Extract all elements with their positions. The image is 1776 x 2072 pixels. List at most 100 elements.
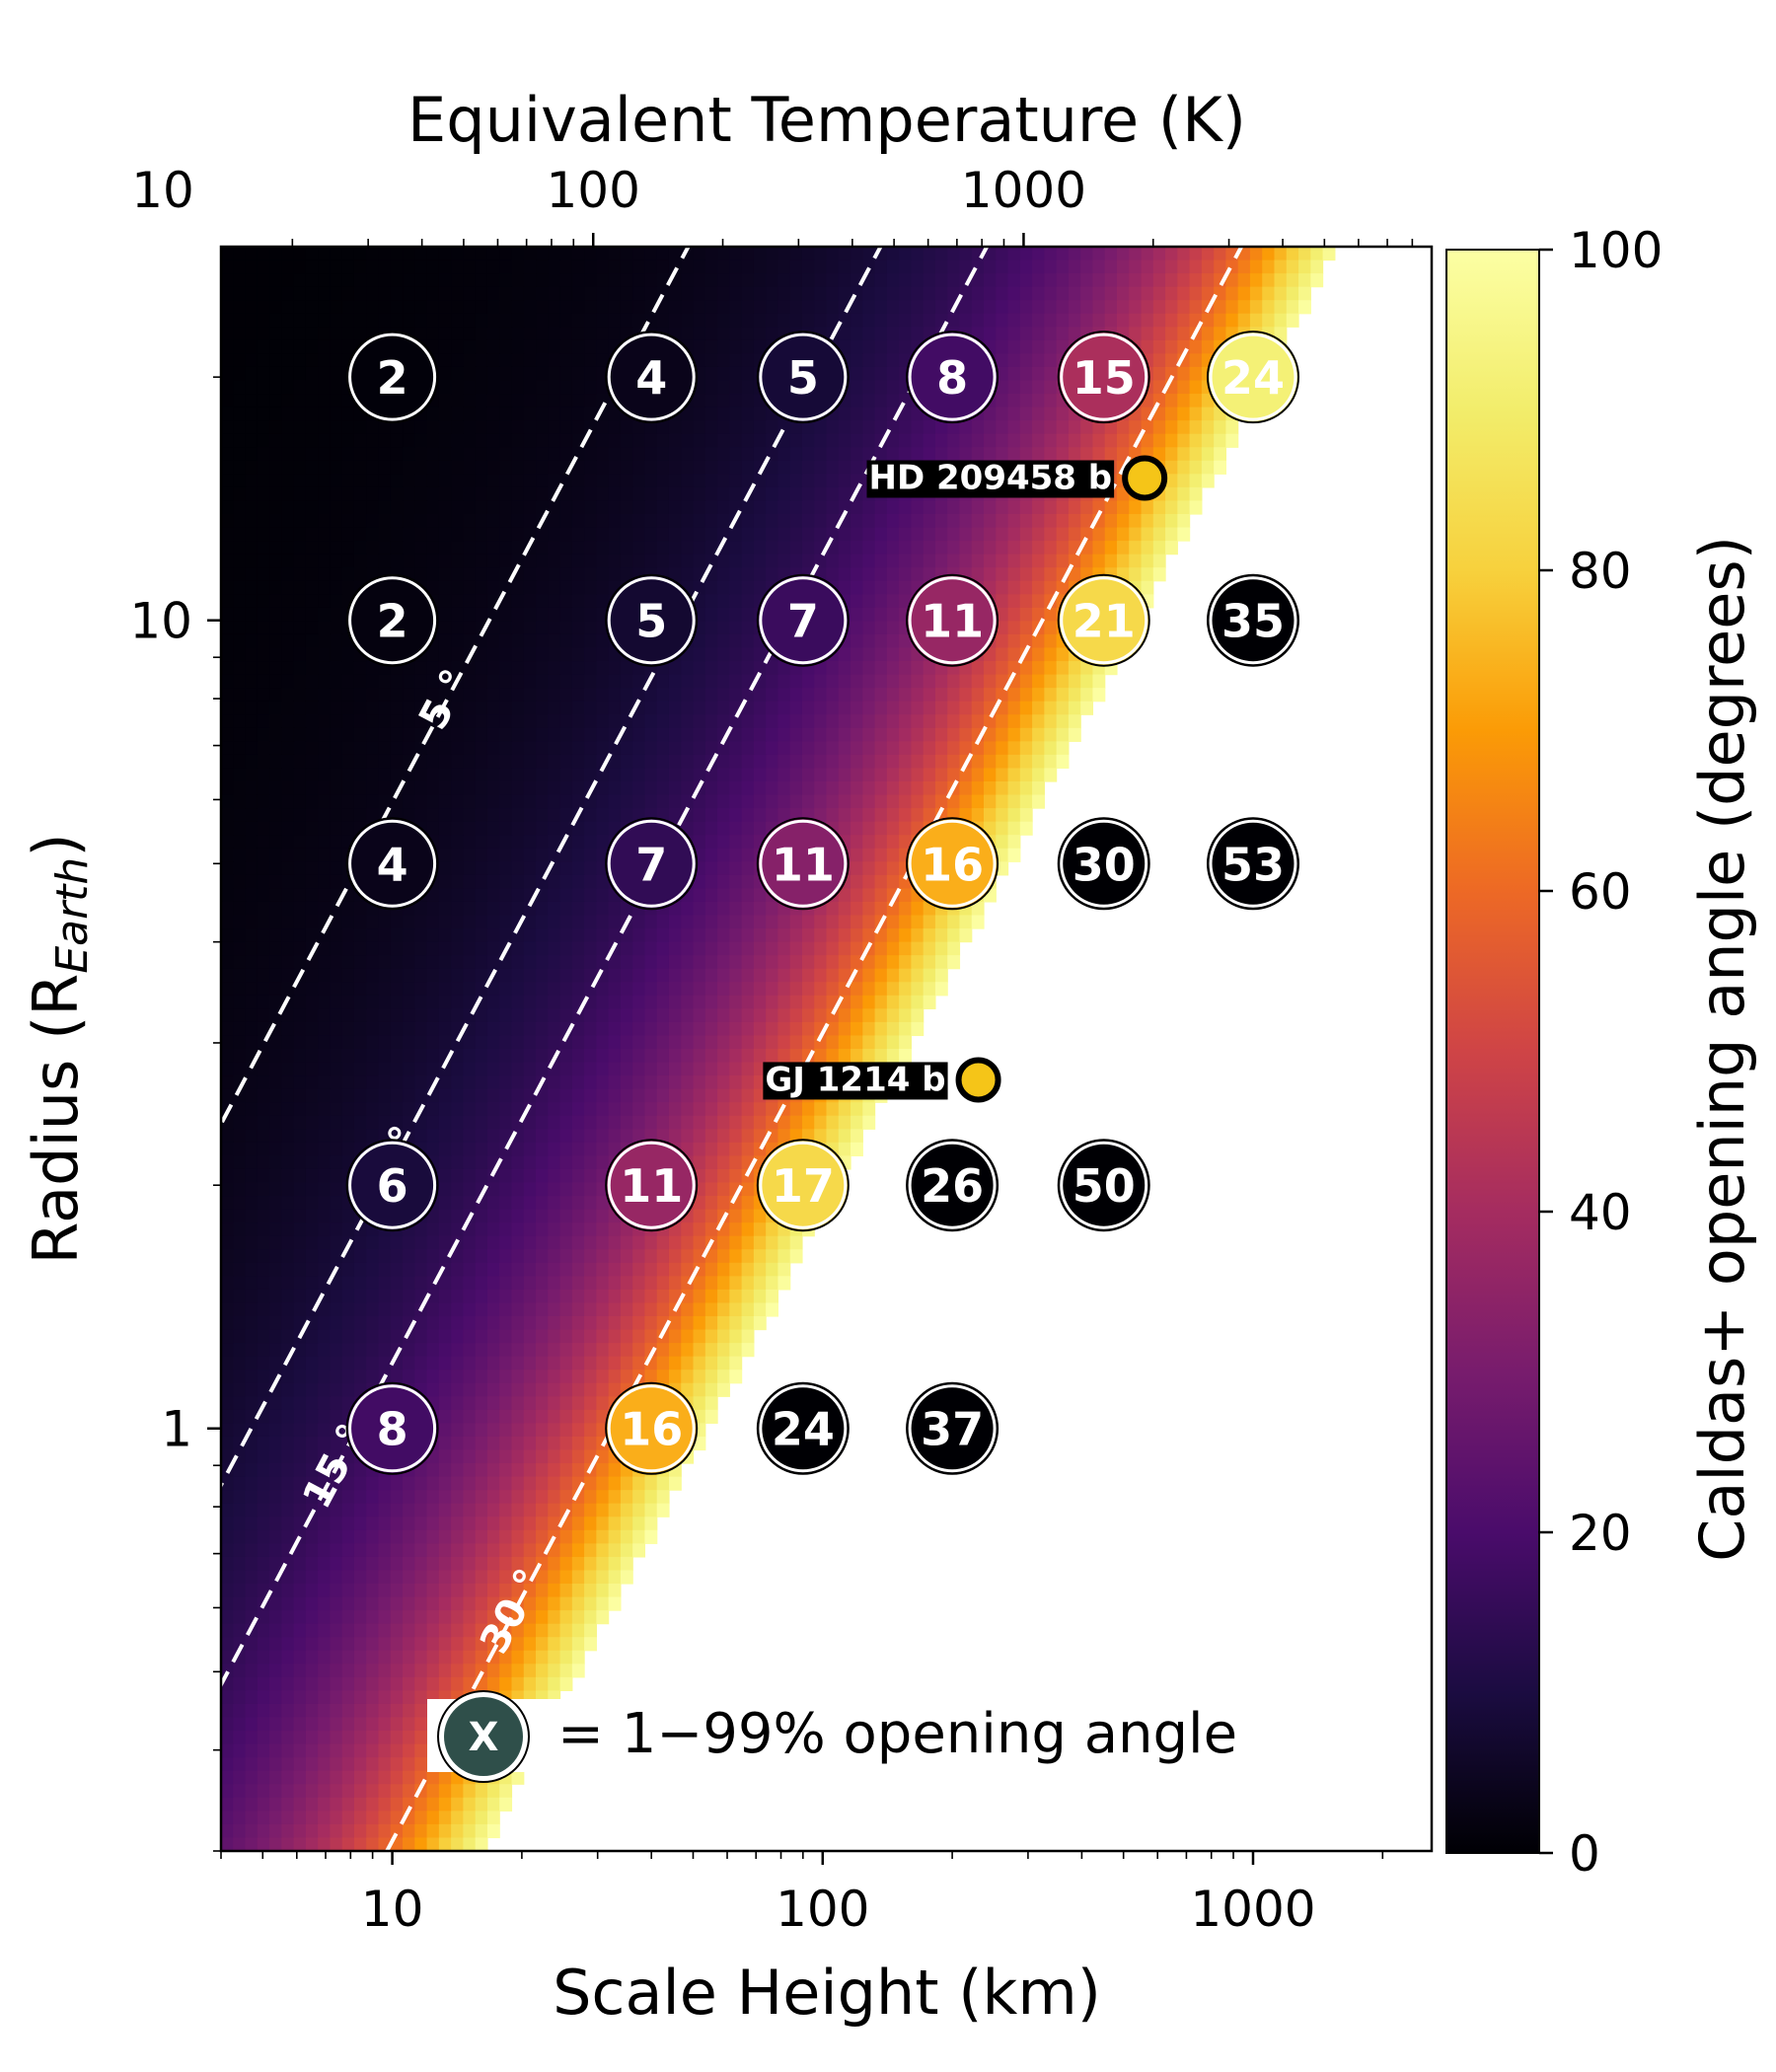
heatmap-cell xyxy=(729,1008,743,1023)
heatmap-cell xyxy=(463,901,477,917)
heatmap-cell xyxy=(1152,433,1166,448)
heatmap-cell xyxy=(1152,286,1166,301)
heatmap-cell xyxy=(390,982,404,997)
heatmap-cell xyxy=(1032,594,1045,609)
heatmap-cell xyxy=(644,995,658,1009)
heatmap-cell xyxy=(753,580,767,595)
heatmap-cell xyxy=(704,861,718,876)
heatmap-cell xyxy=(559,1142,573,1156)
heatmap-cell xyxy=(1129,313,1143,328)
heatmap-cell xyxy=(281,821,295,836)
heatmap-cell xyxy=(330,941,343,956)
heatmap-cell xyxy=(911,447,925,462)
heatmap-cell xyxy=(390,259,404,274)
heatmap-cell xyxy=(523,754,537,770)
heatmap-cell xyxy=(463,447,477,462)
heatmap-cell xyxy=(486,353,500,368)
heatmap-cell xyxy=(1007,394,1021,408)
heatmap-cell xyxy=(704,794,718,809)
heatmap-cell xyxy=(330,567,343,582)
heatmap-cell xyxy=(281,273,295,288)
heatmap-cell xyxy=(1007,366,1021,382)
heatmap-cell xyxy=(596,500,610,515)
heatmap-cell xyxy=(911,420,925,435)
heatmap-cell xyxy=(403,420,415,435)
heatmap-cell xyxy=(1189,407,1203,421)
heatmap-cell xyxy=(934,433,948,448)
heatmap-cell xyxy=(548,1142,561,1156)
heatmap-cell xyxy=(717,1155,730,1170)
heatmap-cell xyxy=(305,460,319,475)
heatmap-cell xyxy=(838,955,851,970)
heatmap-cell xyxy=(959,247,973,261)
heatmap-cell xyxy=(741,447,755,462)
heatmap-cell xyxy=(620,741,633,756)
heatmap-cell xyxy=(681,727,695,742)
heatmap-cell xyxy=(826,714,840,729)
heatmap-cell xyxy=(584,661,597,676)
heatmap-cell xyxy=(463,273,477,288)
heatmap-cell xyxy=(221,527,234,542)
heatmap-cell xyxy=(523,688,537,703)
heatmap-cell xyxy=(305,968,319,983)
heatmap-cell xyxy=(390,1021,404,1037)
heatmap-cell xyxy=(1237,286,1251,301)
heatmap-cell xyxy=(874,380,888,395)
heatmap-cell xyxy=(475,380,488,395)
heatmap-cell xyxy=(1189,500,1203,515)
heatmap-cell xyxy=(862,741,876,756)
heatmap-cell xyxy=(245,781,259,796)
heatmap-cell xyxy=(1274,327,1288,341)
heatmap-cell xyxy=(499,607,513,622)
heatmap-cell xyxy=(523,327,537,341)
heatmap-cell xyxy=(426,407,440,421)
heatmap-cell xyxy=(305,794,319,809)
heatmap-cell xyxy=(221,247,234,261)
heatmap-cell xyxy=(851,420,863,435)
heatmap-cell xyxy=(318,300,332,315)
heatmap-cell xyxy=(1189,339,1203,354)
heatmap-cell xyxy=(681,474,695,488)
heatmap-cell xyxy=(523,554,537,568)
heatmap-cell xyxy=(851,353,863,368)
heatmap-cell xyxy=(693,1102,706,1117)
heatmap-cell xyxy=(596,460,610,475)
heatmap-cell xyxy=(753,995,767,1009)
heatmap-cell xyxy=(438,486,452,502)
heatmap-cell xyxy=(438,433,452,448)
heatmap-cell xyxy=(499,327,513,341)
heatmap-cell xyxy=(475,300,488,315)
heatmap-cell xyxy=(717,514,730,529)
heatmap-cell xyxy=(911,500,925,515)
heatmap-cell xyxy=(1262,300,1276,315)
heatmap-cell xyxy=(426,781,440,796)
heatmap-cell xyxy=(403,915,415,929)
heatmap-cell xyxy=(959,433,973,448)
heatmap-cell xyxy=(693,327,706,341)
heatmap-cell xyxy=(511,259,525,274)
heatmap-cell xyxy=(741,366,755,382)
heatmap-cell xyxy=(1177,366,1191,382)
heatmap-cell xyxy=(826,941,840,956)
heatmap-cell xyxy=(1080,286,1094,301)
heatmap-cell xyxy=(475,286,488,301)
heatmap-cell xyxy=(463,781,477,796)
heatmap-cell xyxy=(269,1075,282,1090)
heatmap-cell xyxy=(729,941,743,956)
heatmap-cell xyxy=(1116,541,1130,555)
heatmap-cell xyxy=(548,580,561,595)
heatmap-cell xyxy=(596,353,610,368)
heatmap-cell xyxy=(1019,808,1033,823)
heatmap-cell xyxy=(996,554,1009,568)
heatmap-cell xyxy=(341,661,355,676)
heatmap-cell xyxy=(862,808,876,823)
heatmap-cell xyxy=(330,781,343,796)
heatmap-cell xyxy=(293,1142,307,1156)
heatmap-cell xyxy=(584,1129,597,1144)
heatmap-cell xyxy=(874,968,888,983)
heatmap-cell xyxy=(851,259,863,274)
heatmap-cell xyxy=(693,1155,706,1170)
heatmap-cell xyxy=(426,286,440,301)
heatmap-cell xyxy=(245,300,259,315)
heatmap-cell xyxy=(341,727,355,742)
